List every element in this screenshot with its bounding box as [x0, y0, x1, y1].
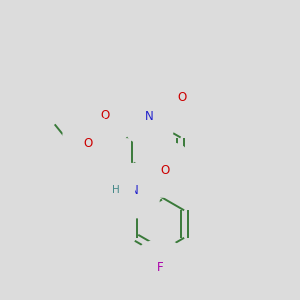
Text: N: N [145, 110, 154, 123]
Text: F: F [157, 261, 164, 274]
Text: O: O [101, 109, 110, 122]
Text: O: O [160, 164, 169, 176]
Text: N: N [130, 184, 139, 197]
Text: H: H [112, 185, 119, 195]
Text: O: O [177, 91, 187, 104]
Text: O: O [83, 137, 93, 150]
